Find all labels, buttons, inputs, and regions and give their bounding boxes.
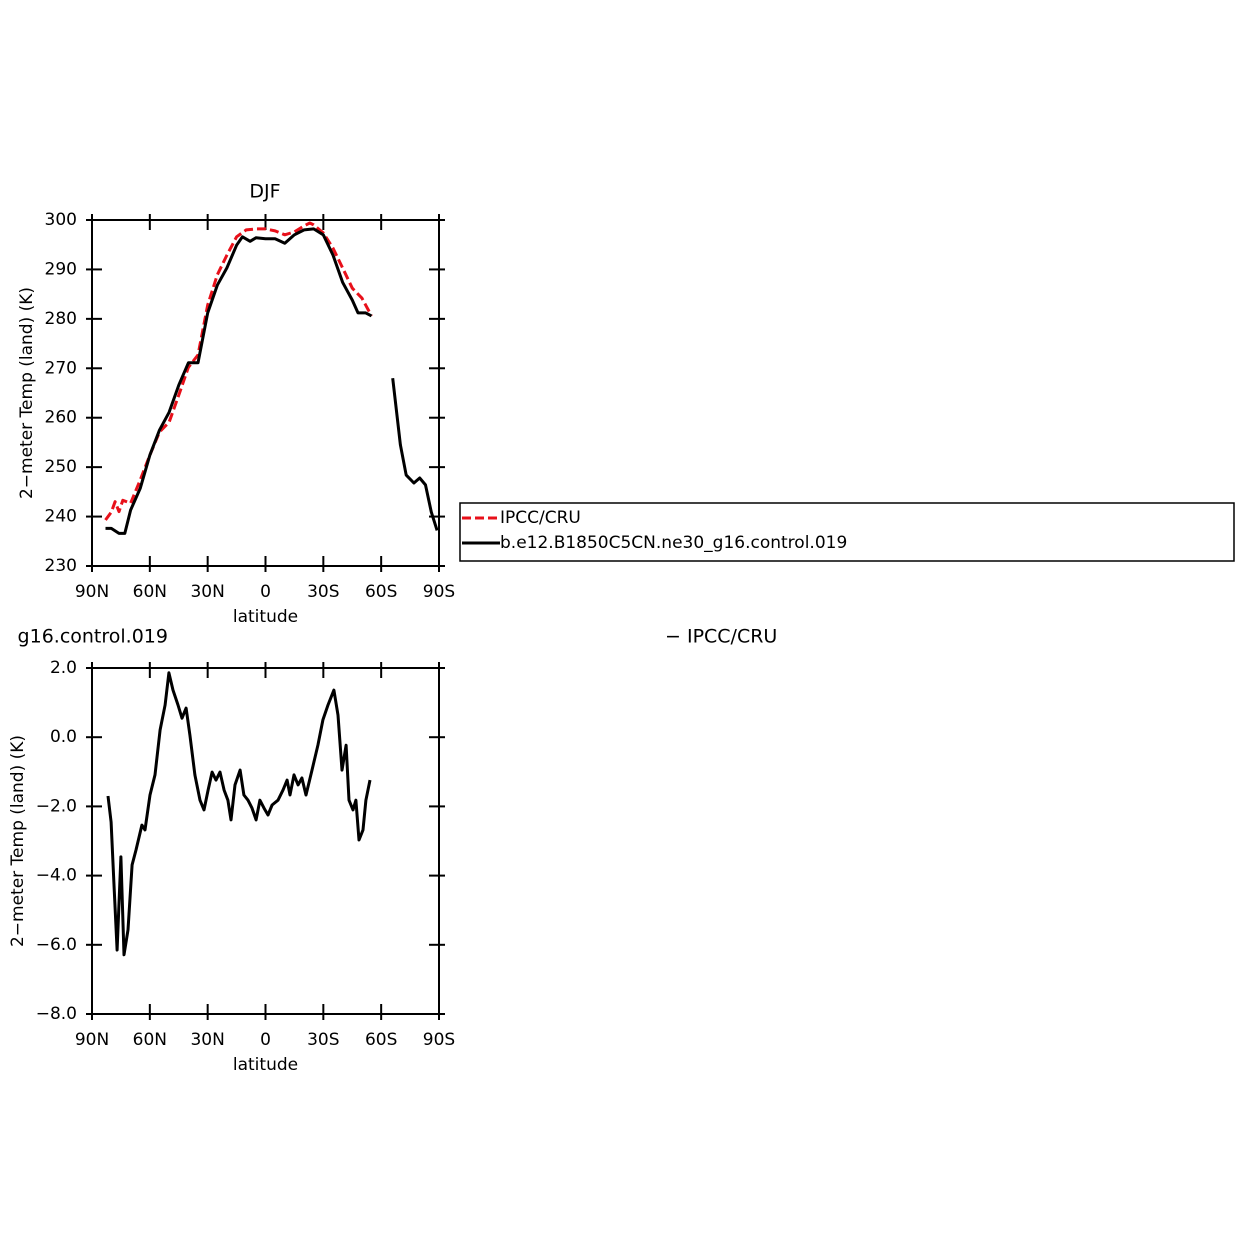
x-tick-label: 30N [190, 582, 224, 602]
x-tick-label: 60N [133, 582, 167, 602]
y-tick-label: −8.0 [36, 1004, 77, 1024]
chart-title: DJF [249, 181, 280, 203]
y-axis-label: 2−meter Temp (land) (K) [8, 735, 28, 947]
x-axis-label: latitude [233, 607, 298, 627]
data-line [104, 221, 373, 521]
y-tick-label: 260 [45, 408, 77, 428]
y-tick-label: −2.0 [36, 796, 77, 816]
x-tick-label: 90S [423, 1030, 455, 1050]
annotation: − IPCC/CRU [665, 626, 777, 648]
x-tick-label: 30S [307, 582, 339, 602]
legend-label: IPCC/CRU [500, 508, 581, 528]
y-tick-label: −6.0 [36, 935, 77, 955]
y-tick-label: 0.0 [50, 727, 77, 747]
x-tick-label: 90N [75, 582, 109, 602]
y-tick-label: 270 [45, 358, 77, 378]
legend-label: b.e12.B1850C5CN.ne30_g16.control.019 [500, 533, 847, 553]
x-tick-label: 60N [133, 1030, 167, 1050]
y-tick-label: 280 [45, 309, 77, 329]
y-tick-label: −4.0 [36, 866, 77, 886]
data-line [105, 227, 439, 535]
y-tick-label: 250 [45, 457, 77, 477]
x-tick-label: 90S [423, 582, 455, 602]
y-tick-label: 2.0 [50, 658, 77, 678]
y-tick-label: 240 [45, 507, 77, 527]
x-axis-label: latitude [233, 1055, 298, 1075]
x-tick-label: 0 [260, 1030, 271, 1050]
y-tick-label: 230 [45, 556, 77, 576]
y-tick-label: 290 [45, 259, 77, 279]
y-axis-label: 2−meter Temp (land) (K) [17, 287, 37, 499]
legend-box [459, 502, 1235, 562]
x-tick-label: 30N [190, 1030, 224, 1050]
x-tick-label: 60S [365, 582, 397, 602]
x-tick-label: 30S [307, 1030, 339, 1050]
plot-frame [91, 219, 440, 567]
x-tick-label: 0 [260, 582, 271, 602]
data-line [106, 671, 372, 957]
x-tick-label: 90N [75, 1030, 109, 1050]
y-tick-label: 300 [45, 210, 77, 230]
x-tick-label: 60S [365, 1030, 397, 1050]
plot-frame [91, 667, 440, 1015]
chart-title: g16.control.019 [18, 626, 168, 648]
